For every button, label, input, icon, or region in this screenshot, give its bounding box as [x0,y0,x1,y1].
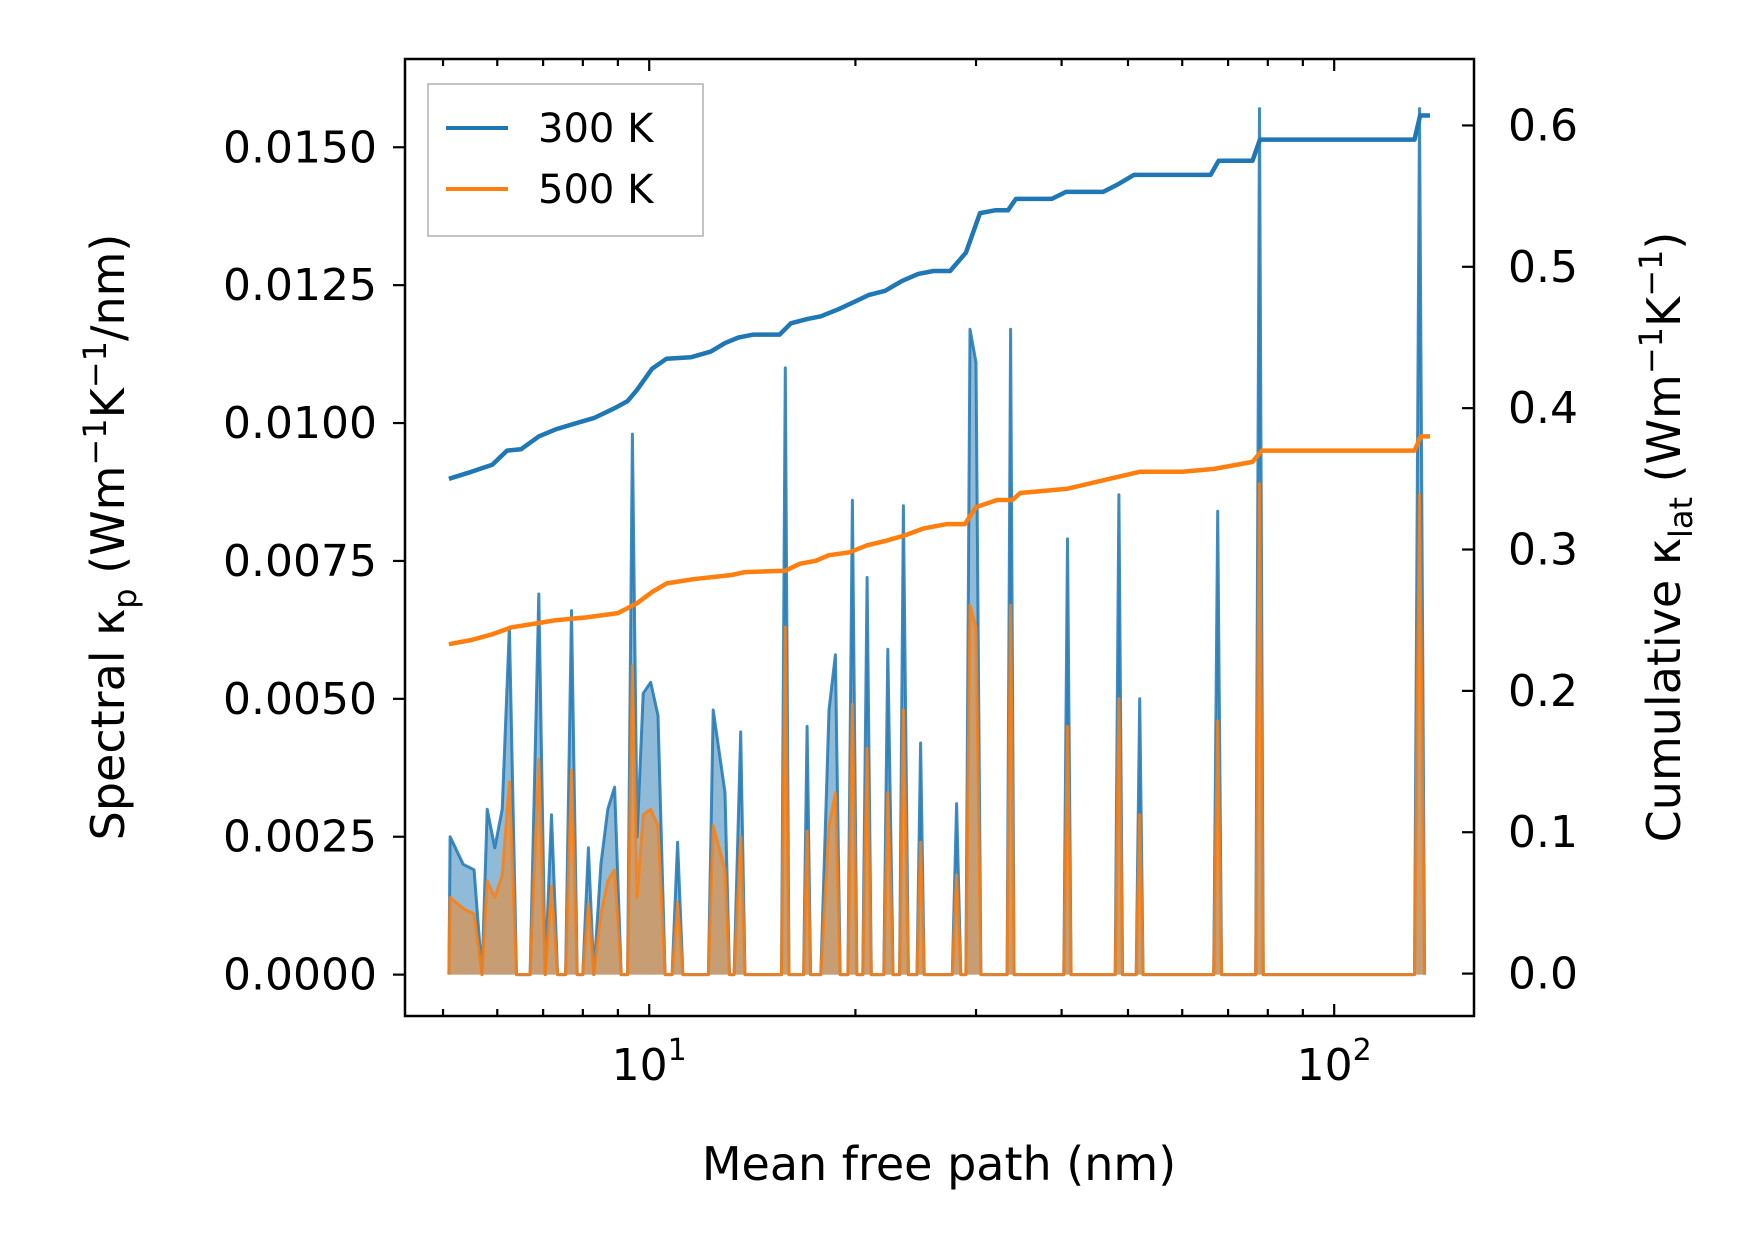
legend-label-500k: 500 K [538,167,655,213]
tick-labels-layer: 101 102 0.0000 0.0025 0.0050 0.0075 0.0100 0.01… [223,100,1578,1091]
y-tick-label-left: 0.0100 [223,398,377,449]
legend-frame [427,83,704,237]
y-tick-label-right: 0.2 [1508,666,1578,717]
y-tick-label-left: 0.0050 [223,674,377,725]
cumulative-line-300k [448,113,1430,481]
y-tick-label-right: 0.1 [1508,807,1578,858]
y-axis-label-right: Cumulative κlat (Wm−1K−1) [1632,232,1700,843]
y-tick-label-left: 0.0150 [223,122,377,173]
y-tick-label-left: 0.0075 [223,536,377,587]
y-tick-label-right: 0.3 [1508,525,1578,576]
y-tick-label-left: 0.0000 [223,950,377,1001]
cumulative-line-500k [448,434,1430,647]
y-tick-label-left: 0.0025 [223,812,377,863]
plot-frame [403,57,1476,1018]
y-tick-label-left: 0.0125 [223,260,377,311]
y-tick-label-right: 0.4 [1508,383,1578,434]
y-tick-label-right: 0.0 [1508,949,1578,1000]
y-axis-label-left: Spectral κp (Wm−1K−1/nm) [76,234,144,841]
x-tick-label: 102 [1297,1033,1372,1091]
x-axis-label: Mean free path (nm) [702,1137,1176,1191]
spectral-series-layer [447,107,1427,977]
y-tick-label-right: 0.5 [1508,242,1578,293]
x-tick-label: 101 [612,1033,687,1091]
legend: 300 K 500 K [427,83,704,237]
y-tick-label-right: 0.6 [1508,100,1578,151]
ticks-layer [393,59,1474,1016]
legend-label-300k: 300 K [538,106,655,152]
spectral-line-500k [447,482,1427,977]
cumulative-series-layer [448,113,1430,647]
